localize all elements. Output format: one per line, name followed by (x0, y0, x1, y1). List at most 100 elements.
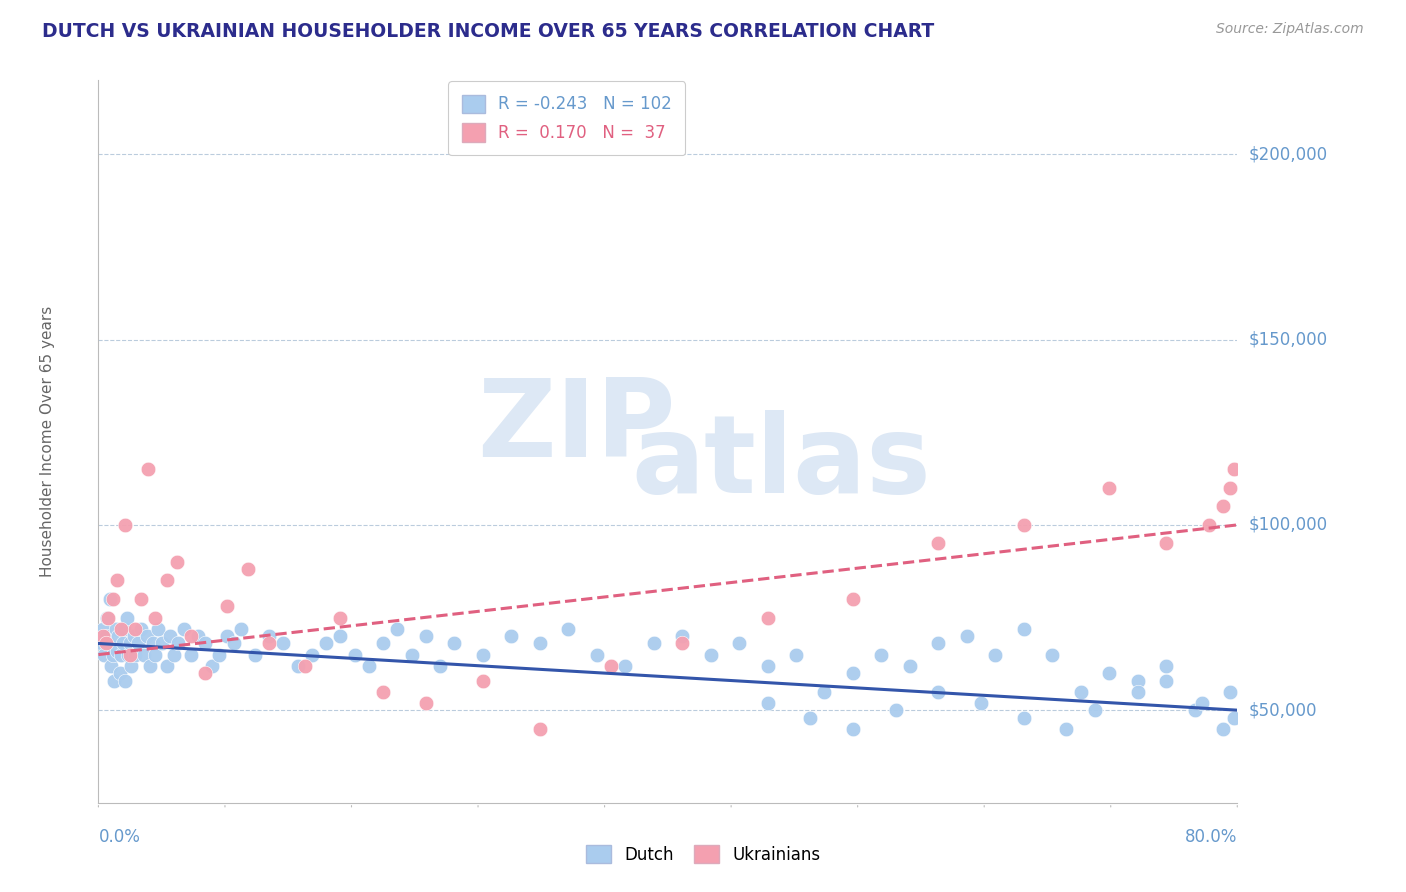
Point (100, 658, 122, 673)
Point (842, 666, 865, 681)
Point (98, 592, 121, 607)
Point (93, 648, 115, 662)
Point (187, 629, 209, 643)
Point (118, 648, 141, 662)
Point (194, 636, 217, 650)
Text: ZIP: ZIP (478, 374, 676, 480)
Point (259, 629, 281, 643)
Point (294, 658, 316, 673)
Text: Householder Income Over 65 years: Householder Income Over 65 years (39, 306, 55, 577)
Point (138, 658, 160, 673)
Point (215, 599, 238, 614)
Point (243, 648, 266, 662)
Point (1154, 536, 1177, 550)
Point (110, 622, 132, 636)
Point (173, 622, 195, 636)
Point (799, 710, 821, 724)
Point (194, 666, 217, 681)
Text: $50,000: $50,000 (1249, 701, 1317, 719)
Point (132, 648, 155, 662)
Point (1154, 673, 1177, 688)
Point (471, 648, 494, 662)
Point (145, 648, 167, 662)
Point (1012, 517, 1035, 532)
Point (1212, 722, 1234, 736)
Point (1098, 481, 1121, 495)
Point (471, 673, 494, 688)
Point (870, 648, 893, 662)
Point (167, 636, 190, 650)
Point (927, 636, 949, 650)
Point (159, 629, 181, 643)
Point (229, 622, 252, 636)
Point (94, 629, 117, 643)
Point (1098, 666, 1121, 681)
Point (842, 592, 865, 607)
Point (156, 574, 179, 588)
Point (671, 629, 693, 643)
Point (91, 622, 114, 636)
Point (315, 636, 337, 650)
Point (108, 666, 131, 681)
Point (1040, 648, 1063, 662)
Point (1191, 696, 1213, 710)
Point (671, 636, 693, 650)
Point (166, 555, 188, 569)
Point (112, 622, 135, 636)
Point (501, 629, 523, 643)
Point (1219, 684, 1241, 698)
Point (104, 622, 127, 636)
Point (1154, 658, 1177, 673)
Point (114, 673, 136, 688)
Point (127, 636, 149, 650)
Point (117, 648, 139, 662)
Point (927, 684, 949, 698)
Point (135, 629, 157, 643)
Point (1012, 622, 1035, 636)
Point (287, 658, 309, 673)
Point (984, 648, 1007, 662)
Point (141, 636, 163, 650)
Point (236, 562, 259, 576)
Point (756, 658, 779, 673)
Point (97, 610, 120, 624)
Point (614, 658, 637, 673)
Point (107, 629, 129, 643)
Point (927, 536, 949, 550)
Point (180, 648, 202, 662)
Point (643, 636, 665, 650)
Text: $200,000: $200,000 (1249, 145, 1327, 163)
Point (122, 629, 145, 643)
Point (145, 610, 167, 624)
Point (699, 648, 721, 662)
Point (1084, 703, 1107, 717)
Point (429, 658, 451, 673)
Point (97, 636, 120, 650)
Point (600, 658, 623, 673)
Text: 0.0%: 0.0% (98, 828, 141, 846)
Point (329, 629, 352, 643)
Point (1012, 710, 1035, 724)
Point (129, 592, 152, 607)
Point (387, 622, 409, 636)
Text: $150,000: $150,000 (1249, 331, 1327, 349)
Point (371, 636, 394, 650)
Point (415, 696, 437, 710)
Point (115, 610, 138, 624)
Point (120, 658, 142, 673)
Point (90, 636, 112, 650)
Point (1070, 684, 1092, 698)
Point (208, 648, 231, 662)
Point (529, 636, 551, 650)
Point (329, 610, 352, 624)
Point (105, 574, 128, 588)
Point (273, 636, 295, 650)
Point (1223, 710, 1246, 724)
Point (756, 696, 779, 710)
Point (91, 629, 114, 643)
Text: Source: ZipAtlas.com: Source: ZipAtlas.com (1216, 22, 1364, 37)
Legend: Dutch, Ukrainians: Dutch, Ukrainians (579, 838, 827, 871)
Point (222, 636, 245, 650)
Text: 80.0%: 80.0% (1185, 828, 1237, 846)
Point (557, 622, 579, 636)
